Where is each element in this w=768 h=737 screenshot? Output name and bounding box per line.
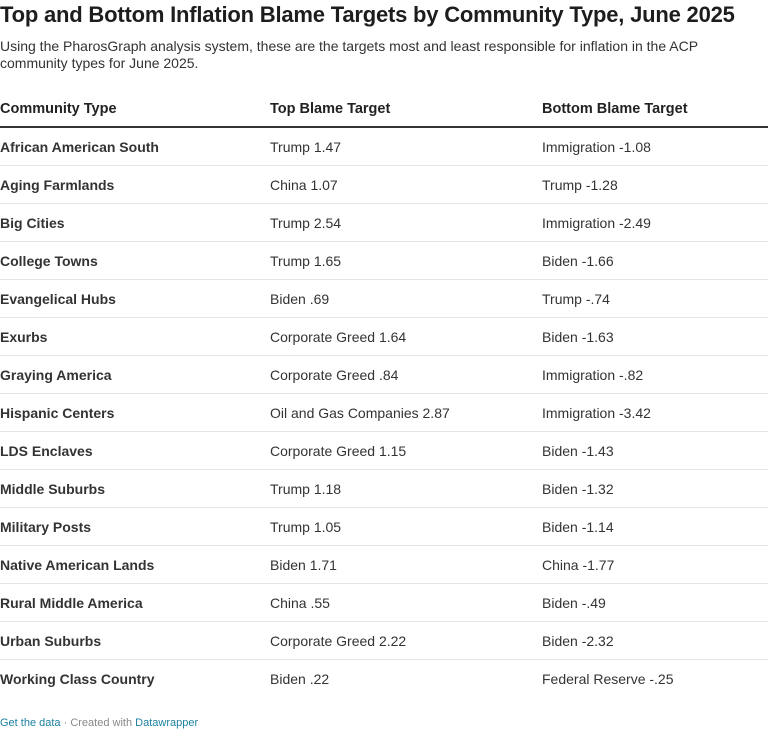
- table-row: LDS Enclaves Corporate Greed 1.15 Biden -1…: [0, 431, 768, 470]
- table-row: Rural Middle America China .55 Biden -.49: [0, 583, 768, 622]
- community-type-cell: Rural Middle America: [0, 583, 270, 622]
- bottom-blame-target-cell: Immigration -2.49: [542, 203, 768, 242]
- table-row: Middle Suburbs Trump 1.18 Biden -1.32: [0, 469, 768, 508]
- top-blame-target-cell: Corporate Greed 1.64: [270, 317, 542, 356]
- community-type-cell: Graying America: [0, 355, 270, 394]
- top-blame-target-cell: Trump 1.05: [270, 507, 542, 546]
- bottom-blame-target-cell: Biden -1.32: [542, 469, 768, 508]
- footer: Get the data · Created with Datawrapper: [0, 717, 198, 729]
- bottom-blame-target-cell: Biden -.49: [542, 583, 768, 622]
- top-blame-target-cell: Corporate Greed .84: [270, 355, 542, 394]
- table-header: Community Type Top Blame Target Bottom B…: [0, 92, 768, 128]
- footer-credit-text: · Created with: [60, 717, 136, 729]
- bottom-blame-target-cell: Immigration -.82: [542, 355, 768, 394]
- community-type-cell: Hispanic Centers: [0, 393, 270, 432]
- column-header-community-type[interactable]: Community Type: [0, 92, 270, 128]
- community-type-cell: Military Posts: [0, 507, 270, 546]
- table-body: African American South Trump 1.47 Immigrat…: [0, 127, 768, 697]
- top-blame-target-cell: Oil and Gas Companies 2.87: [270, 393, 542, 432]
- header-row: Community Type Top Blame Target Bottom B…: [0, 92, 768, 128]
- table-row: Urban Suburbs Corporate Greed 2.22 Biden -…: [0, 621, 768, 660]
- bottom-blame-target-cell: Trump -1.28: [542, 165, 768, 204]
- bottom-blame-target-cell: Immigration -1.08: [542, 127, 768, 166]
- get-the-data-link[interactable]: Get the data: [0, 717, 61, 729]
- top-blame-target-cell: Corporate Greed 1.15: [270, 431, 542, 470]
- top-blame-target-cell: Biden 1.71: [270, 545, 542, 584]
- bottom-blame-target-cell: Trump -.74: [542, 279, 768, 318]
- bottom-blame-target-cell: China -1.77: [542, 545, 768, 584]
- top-blame-target-cell: Trump 1.47: [270, 127, 542, 166]
- top-blame-target-cell: Biden .69: [270, 279, 542, 318]
- bottom-blame-target-cell: Federal Reserve -.25: [542, 670, 674, 687]
- column-header-bottom-blame-target[interactable]: Bottom Blame Target: [542, 92, 768, 128]
- top-blame-target-cell: Trump 2.54: [270, 203, 542, 242]
- table-row: Military Posts Trump 1.05 Biden -1.14: [0, 507, 768, 546]
- bottom-blame-target-cell: Biden -1.66: [542, 241, 768, 280]
- community-type-cell: College Towns: [0, 241, 270, 280]
- community-type-cell: African American South: [0, 127, 270, 166]
- bottom-blame-target-cell: Biden -1.43: [542, 431, 768, 470]
- chart-subtitle: Using the PharosGraph analysis system, t…: [0, 38, 698, 71]
- bottom-blame-target-cell: Biden -2.32: [542, 621, 768, 660]
- table-row: African American South Trump 1.47 Immigrat…: [0, 127, 768, 166]
- community-type-cell: Evangelical Hubs: [0, 279, 270, 318]
- top-blame-target-cell: Biden .22: [270, 670, 330, 687]
- table-row: Hispanic Centers Oil and Gas Companies 2.…: [0, 393, 768, 432]
- community-type-cell: Exurbs: [0, 317, 270, 356]
- community-type-cell: Big Cities: [0, 203, 270, 242]
- top-blame-target-cell: China 1.07: [270, 165, 542, 204]
- table-row: Exurbs Corporate Greed 1.64 Biden -1.63: [0, 317, 768, 356]
- bottom-blame-target-cell: Immigration -3.42: [542, 393, 768, 432]
- community-type-cell: Aging Farmlands: [0, 165, 270, 204]
- top-blame-target-cell: Corporate Greed 2.22: [270, 621, 542, 660]
- blame-table: Community Type Top Blame Target Bottom B…: [0, 92, 768, 697]
- community-type-cell: Urban Suburbs: [0, 621, 270, 660]
- chart-title: Top and Bottom Inflation Blame Targets b…: [0, 2, 735, 27]
- table-row: Working Class Country Biden .22 Federal Re…: [0, 660, 768, 698]
- top-blame-target-cell: Trump 1.65: [270, 241, 542, 280]
- community-type-cell: Middle Suburbs: [0, 469, 270, 508]
- top-blame-target-cell: Trump 1.18: [270, 469, 542, 508]
- community-type-cell: LDS Enclaves: [0, 431, 270, 470]
- table-row: Aging Farmlands China 1.07 Trump -1.28: [0, 165, 768, 204]
- table-row: College Towns Trump 1.65 Biden -1.66: [0, 241, 768, 280]
- bottom-blame-target-cell: Biden -1.63: [542, 317, 768, 356]
- top-blame-target-cell: China .55: [270, 583, 542, 622]
- community-type-cell: Native American Lands: [0, 545, 270, 584]
- table-row: Big Cities Trump 2.54 Immigration -2.49: [0, 203, 768, 242]
- table-row: Graying America Corporate Greed .84 Immigr…: [0, 355, 768, 394]
- table-row: Native American Lands Biden 1.71 China -1.…: [0, 545, 768, 584]
- table-row: Evangelical Hubs Biden .69 Trump -.74: [0, 279, 768, 318]
- community-type-cell: Working Class Country: [0, 670, 155, 687]
- column-header-top-blame-target[interactable]: Top Blame Target: [270, 92, 542, 128]
- bottom-blame-target-cell: Biden -1.14: [542, 507, 768, 546]
- datawrapper-link[interactable]: Datawrapper: [135, 717, 199, 729]
